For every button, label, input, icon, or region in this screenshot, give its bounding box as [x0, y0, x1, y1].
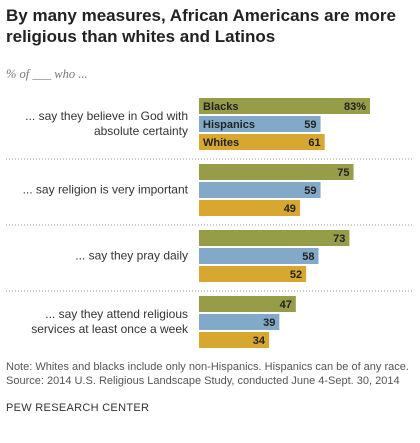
- source: PEW RESEARCH CENTER: [6, 402, 150, 414]
- chart-title: By many measures, African Americans are …: [6, 6, 396, 46]
- category-label: ... say they pray daily: [75, 248, 188, 263]
- value-label: 75: [337, 167, 349, 179]
- bar: [199, 164, 354, 180]
- category-label: ... say they attend religious services a…: [31, 307, 188, 336]
- bar: [199, 200, 300, 216]
- legend-label: Whites: [203, 137, 239, 149]
- value-label: 73: [333, 233, 345, 245]
- note: Note: Whites and blacks include only non…: [6, 361, 409, 373]
- value-label: 34: [253, 335, 266, 347]
- bar: [199, 248, 319, 264]
- chart-subtitle: % of ___ who ...: [6, 67, 88, 81]
- legend-label: Hispanics: [203, 119, 255, 131]
- bar: [199, 266, 307, 282]
- bar: [199, 116, 321, 132]
- bar: [199, 314, 280, 330]
- value-label: 52: [290, 269, 302, 281]
- bar: [199, 182, 321, 198]
- value-label: 39: [263, 317, 275, 329]
- bar: [199, 134, 325, 150]
- bar: [199, 332, 270, 348]
- value-label: 59: [304, 119, 316, 131]
- bar: [199, 296, 296, 312]
- note: Source: 2014 U.S. Religious Landscape St…: [6, 375, 400, 387]
- category-label: ... say they believe in God with absolut…: [25, 109, 188, 138]
- value-label: 59: [304, 185, 316, 197]
- value-label: 83%: [344, 101, 366, 113]
- value-label: 58: [302, 251, 314, 263]
- value-label: 61: [308, 137, 320, 149]
- legend-label: Blacks: [203, 101, 238, 113]
- value-label: 47: [280, 299, 292, 311]
- category-label: ... say religion is very important: [22, 182, 188, 197]
- value-label: 49: [284, 203, 296, 215]
- bar: [199, 98, 370, 114]
- bar: [199, 230, 350, 246]
